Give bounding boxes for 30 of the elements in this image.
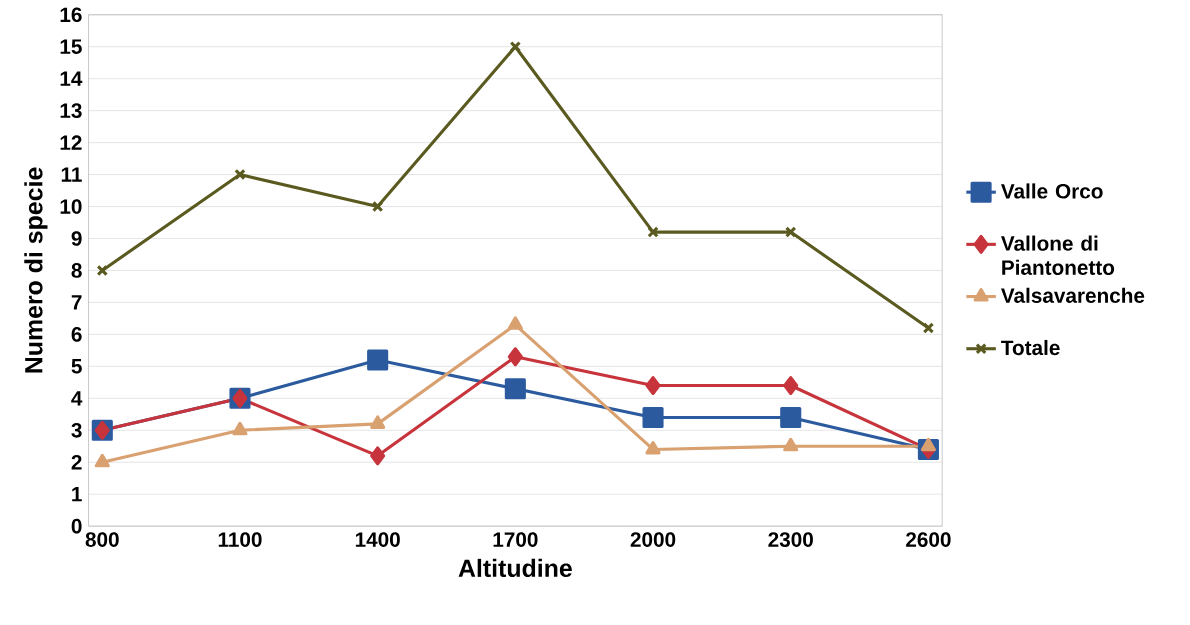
y-tick-label: 12: [60, 135, 82, 151]
y-tick-label: 3: [71, 423, 82, 438]
x-tick-label: 2300: [768, 532, 813, 548]
y-tick-label: 14: [60, 71, 83, 87]
y-tick-label: 9: [71, 231, 82, 247]
y-tick-label: 4: [71, 391, 83, 406]
y-tick-label: 0: [71, 519, 82, 534]
y-axis-title: Numero di specie: [24, 167, 48, 373]
legend-label: Valsavarenche: [1000, 288, 1145, 304]
y-tick-label: 5: [71, 359, 82, 374]
legend-label: Valle Orco: [1000, 183, 1103, 199]
y-tick-label: 11: [61, 167, 82, 182]
y-tick-label: 13: [60, 103, 82, 119]
x-tick-label: 2000: [630, 532, 676, 548]
x-tick-label: 1100: [218, 532, 262, 548]
x-tick-label: 2600: [906, 532, 951, 548]
y-tick-label: 2: [71, 455, 82, 470]
y-tick-label: 16: [60, 7, 82, 23]
x-tick-label: 1400: [355, 532, 400, 548]
y-tick-label: 10: [60, 199, 82, 215]
x-axis-title: Altitudine: [458, 559, 572, 578]
x-tick-label: 800: [85, 532, 119, 548]
y-tick-label: 7: [71, 295, 82, 310]
y-tick-label: 1: [72, 487, 82, 502]
legend-label: Totale: [1001, 340, 1060, 356]
y-tick-label: 15: [60, 39, 82, 55]
x-tick-label: 1700: [493, 532, 538, 548]
y-tick-label: 8: [71, 263, 82, 279]
legend-label: Vallone di Piantonetto: [1000, 235, 1115, 276]
y-tick-label: 6: [71, 327, 82, 342]
